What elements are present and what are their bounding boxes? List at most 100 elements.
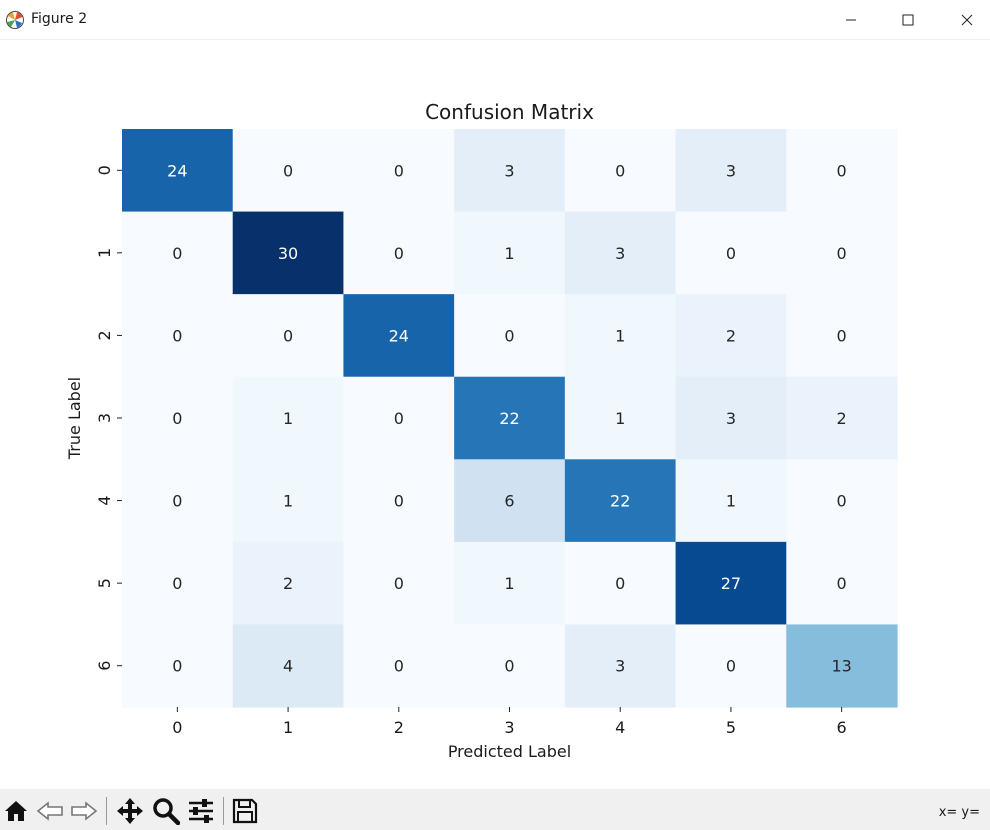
heatmap-cell — [232, 211, 345, 295]
heatmap-cell-value: 0 — [283, 326, 293, 345]
heatmap-cell — [675, 129, 787, 213]
heatmap-cell — [786, 376, 898, 460]
x-tick-label: 3 — [504, 718, 514, 737]
heatmap-cell-value: 0 — [172, 409, 182, 428]
y-tick-label: 3 — [95, 413, 114, 423]
x-tick-label: 5 — [726, 718, 736, 737]
heatmap-cell-value: 2 — [726, 326, 736, 345]
chart-title: Confusion Matrix — [425, 100, 594, 124]
heatmap-cell — [786, 624, 898, 708]
heatmap-cell — [122, 541, 234, 626]
heatmap-cell — [232, 129, 345, 213]
forward-button[interactable] — [70, 797, 98, 825]
heatmap-cell-value: 3 — [615, 244, 625, 263]
heatmap-cell-value: 0 — [837, 244, 847, 263]
heatmap-cell — [786, 129, 898, 213]
maximize-button[interactable] — [885, 0, 931, 39]
save-button[interactable] — [231, 797, 259, 825]
heatmap-cell-value: 1 — [726, 492, 736, 511]
heatmap-cell-value: 3 — [615, 657, 625, 676]
heatmap-cell-value: 0 — [837, 492, 847, 511]
heatmap-cell-value: 4 — [283, 657, 293, 676]
heatmap-cell — [232, 541, 345, 626]
back-icon — [36, 801, 63, 821]
home-icon — [5, 801, 27, 821]
back-button[interactable] — [36, 797, 64, 825]
heatmap-cell-value: 1 — [615, 409, 625, 428]
figure-canvas[interactable]: Confusion Matrix 24 0 0 3 0 3 0 0 30 0 1 3 0 0 0 0 24 0 1 2… — [0, 40, 990, 789]
heatmap-cell — [564, 129, 677, 213]
heatmap-cell — [786, 459, 898, 543]
heatmap-cell — [564, 624, 677, 708]
heatmap-cell — [564, 541, 677, 626]
heatmap-cell-value: 1 — [283, 492, 293, 511]
y-tick-label: 5 — [95, 578, 114, 588]
heatmap-cell — [343, 624, 455, 708]
heatmap-cell-value: 24 — [167, 161, 187, 180]
forward-icon — [71, 801, 98, 821]
heatmap-cell-value: 1 — [615, 326, 625, 345]
heatmap-cell-value: 0 — [726, 657, 736, 676]
heatmap-cell — [454, 541, 566, 626]
pan-button[interactable] — [116, 797, 144, 825]
heatmap-cell — [122, 211, 234, 295]
heatmap-cell — [564, 211, 677, 295]
heatmap-cell-value: 0 — [615, 574, 625, 593]
heatmap-cell-value: 0 — [172, 326, 182, 345]
x-tick-label: 6 — [837, 718, 847, 737]
heatmap-cell — [343, 294, 455, 378]
matplotlib-app-icon — [6, 11, 24, 29]
heatmap-cell-value: 0 — [837, 161, 847, 180]
heatmap-cell — [122, 129, 234, 213]
heatmap-cell-value: 0 — [837, 574, 847, 593]
home-button[interactable] — [2, 797, 30, 825]
heatmap-cell — [343, 541, 455, 626]
configure-subplots-button[interactable] — [187, 797, 215, 825]
y-tick-label: 2 — [95, 330, 114, 340]
heatmap-cell — [122, 294, 234, 378]
heatmap-cell — [454, 211, 566, 295]
heatmap-cell-value: 1 — [283, 409, 293, 428]
heatmap-cell-value: 0 — [172, 574, 182, 593]
y-tick-label: 1 — [95, 248, 114, 258]
heatmap-cell-value: 0 — [394, 574, 404, 593]
save-icon — [232, 798, 258, 824]
x-tick-label: 4 — [615, 718, 625, 737]
heatmap-cell — [122, 624, 234, 708]
minimize-icon — [846, 19, 856, 20]
heatmap-cell — [675, 211, 787, 295]
heatmap-cell — [675, 376, 787, 460]
heatmap-cell-value: 1 — [504, 244, 514, 263]
configure-subplots-icon — [189, 799, 213, 823]
heatmap-cell-value: 1 — [504, 574, 514, 593]
x-axis-ticks: 0 1 2 3 4 5 6 — [172, 707, 847, 737]
heatmap-cell — [232, 459, 345, 543]
toolbar-separator — [223, 797, 224, 825]
minimize-button[interactable] — [828, 0, 874, 39]
heatmap-cell — [786, 211, 898, 295]
heatmap-cell — [343, 459, 455, 543]
x-axis-label: Predicted Label — [448, 742, 571, 761]
heatmap-cell-value: 0 — [283, 161, 293, 180]
heatmap-cell — [232, 624, 345, 708]
maximize-icon — [902, 14, 914, 25]
heatmap-cell-value: 0 — [615, 161, 625, 180]
y-tick-label: 6 — [95, 661, 114, 671]
heatmap-cell — [675, 541, 787, 626]
toolbar-separator — [106, 797, 107, 825]
heatmap-cell-value: 2 — [283, 574, 293, 593]
window-title: Figure 2 — [31, 11, 88, 27]
confusion-matrix-chart: Confusion Matrix 24 0 0 3 0 3 00 30 0 1 3 0 00 0 24 0 1 2… — [65, 100, 898, 761]
close-button[interactable] — [944, 0, 990, 39]
heatmap-cell-value: 30 — [278, 244, 298, 263]
heatmap-cell — [454, 459, 566, 543]
heatmap-cell — [343, 376, 455, 460]
heatmap-cell — [343, 129, 455, 213]
heatmap-cell — [454, 294, 566, 378]
heatmap-cell-value: 27 — [721, 574, 741, 593]
heatmap-cell — [232, 376, 345, 460]
zoom-button[interactable] — [152, 797, 180, 825]
heatmap-cell — [675, 459, 787, 543]
heatmap-cell — [454, 624, 566, 708]
heatmap-cell — [564, 376, 677, 460]
